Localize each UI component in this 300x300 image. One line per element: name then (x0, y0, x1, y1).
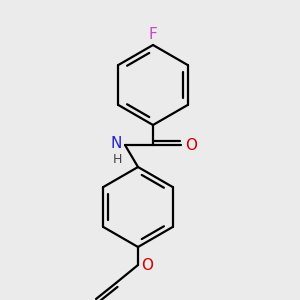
Text: N: N (111, 136, 122, 151)
Text: F: F (148, 27, 158, 42)
Text: O: O (185, 137, 197, 152)
Text: H: H (112, 153, 122, 166)
Text: O: O (141, 257, 153, 272)
